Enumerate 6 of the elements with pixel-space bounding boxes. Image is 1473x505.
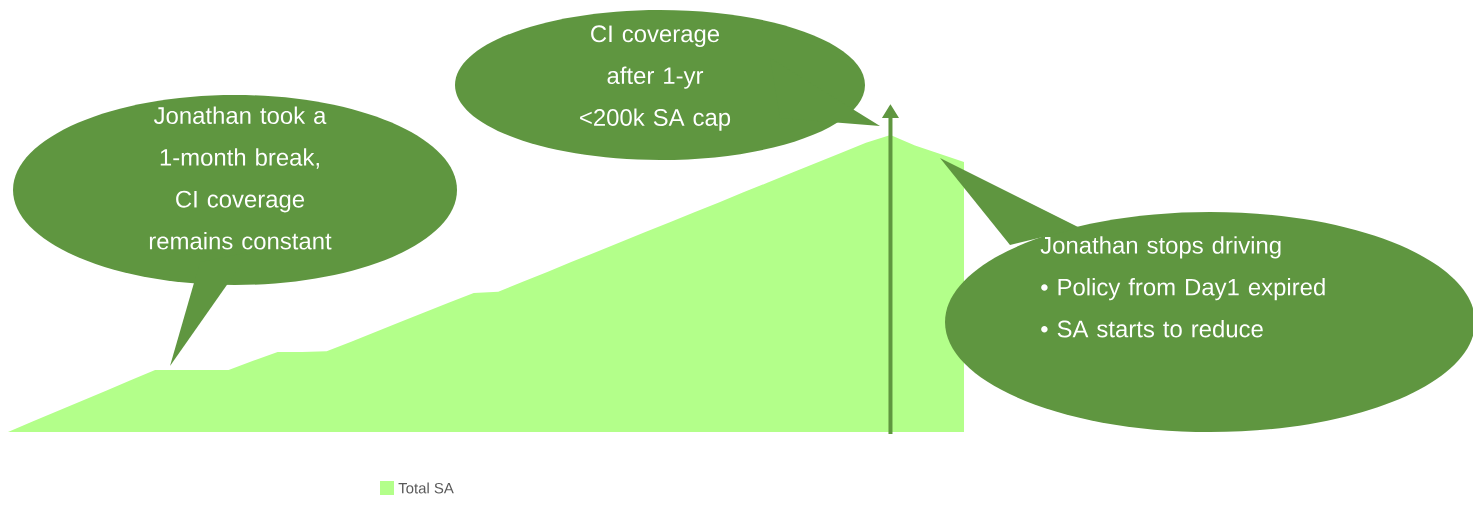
text: Jonathan stops driving (1040, 236, 1281, 259)
text: CI coverage after 1-yr <200k SA cap (580, 25, 731, 131)
annotation: Jonathan took a 1-month break, CI coverage remains constant (149, 106, 332, 250)
text: • SA starts to reduce (1041, 319, 1263, 338)
legend-label: Total SA (398, 482, 454, 494)
text: • Policy from Day1 expired (1041, 278, 1325, 301)
